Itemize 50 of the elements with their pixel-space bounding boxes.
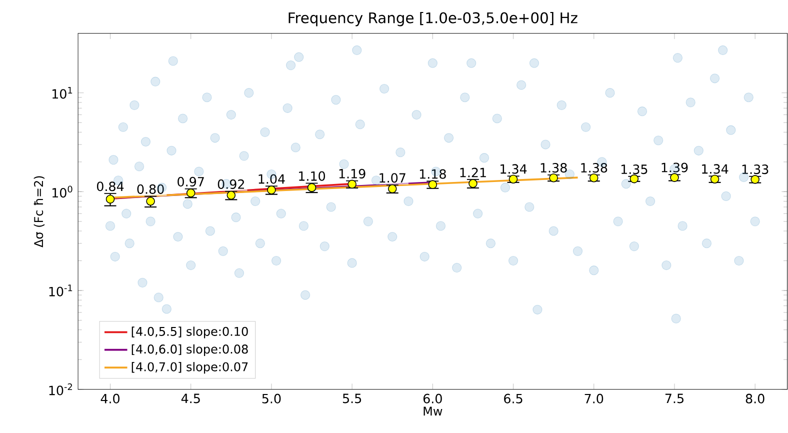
data-label: 0.97 (178, 176, 204, 186)
x-tick-label: 5.5 (342, 394, 362, 404)
x-axis-title: Mw (424, 406, 442, 416)
chart-title: Frequency Range [1.0e-03,5.0e+00] Hz (288, 12, 578, 26)
point (670, 172, 679, 182)
data-label: 1.38 (540, 162, 567, 172)
data-label: 1.34 (702, 164, 728, 174)
legend-label: [4.0,7.0] slope:0.07 (132, 362, 248, 374)
data-label: 1.34 (500, 164, 527, 174)
point (468, 178, 478, 188)
data-label: 0.92 (218, 179, 244, 189)
data-label: 1.10 (299, 171, 326, 181)
point (267, 185, 276, 194)
data-label: 0.84 (96, 181, 124, 192)
x-tick-label: 4.0 (100, 394, 120, 404)
data-label: 1.21 (460, 168, 486, 178)
point (146, 196, 155, 206)
x-tick-label: 7.5 (665, 394, 684, 404)
legend-label: [4.0,5.5] slope:0.10 (132, 326, 248, 338)
x-tick-label: 5.0 (262, 394, 281, 404)
point (630, 174, 639, 184)
y-tick-label: 10$^{-2}$ (49, 383, 72, 396)
point (750, 174, 760, 184)
y-tick-label: 10$^{0}$ (52, 186, 72, 198)
y-tick-label: 10$^{1}$ (52, 86, 72, 99)
point (549, 173, 558, 182)
x-tick-label: 7.0 (584, 394, 604, 404)
x-tick-label: 6.0 (423, 394, 442, 404)
data-label: 0.80 (137, 184, 164, 194)
data-label: 1.38 (581, 162, 608, 172)
data-label: 1.07 (380, 172, 406, 183)
data-label: 1.19 (339, 168, 366, 178)
point (388, 184, 397, 194)
point (710, 174, 720, 184)
point (348, 180, 356, 188)
data-label: 1.39 (662, 162, 688, 172)
point (428, 180, 438, 189)
data-label: 1.35 (621, 164, 648, 174)
point (589, 173, 598, 182)
legend-label: [4.0,6.0] slope:0.08 (132, 344, 248, 356)
x-tick-label: 6.5 (504, 394, 522, 404)
point (106, 194, 115, 204)
data-label: 1.04 (258, 174, 285, 184)
data-label: 1.18 (420, 169, 446, 179)
point (508, 174, 518, 184)
y-tick-label: 10$^{-1}$ (49, 284, 72, 296)
x-tick-label: 8.0 (746, 394, 764, 404)
y-axis-title: Δσ (Fc ħ=2) (34, 176, 45, 248)
data-label: 1.33 (742, 164, 768, 174)
x-tick-label: 4.5 (181, 394, 200, 404)
